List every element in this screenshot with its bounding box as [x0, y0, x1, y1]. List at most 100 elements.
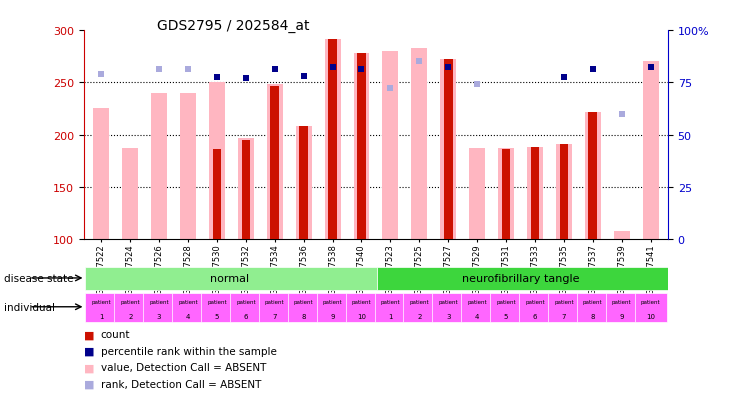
Text: 3: 3	[446, 313, 450, 319]
Bar	[440, 60, 456, 240]
Text: count: count	[101, 330, 130, 339]
Bar	[502, 150, 510, 240]
Text: ■: ■	[84, 379, 94, 389]
Bar	[238, 138, 254, 240]
Bar	[498, 149, 514, 240]
Bar	[577, 293, 609, 323]
Bar	[531, 148, 539, 240]
Text: patient: patient	[150, 299, 169, 304]
Text: patient: patient	[236, 299, 256, 304]
Text: 4: 4	[186, 313, 191, 319]
Text: patient: patient	[525, 299, 545, 304]
Text: patient: patient	[380, 299, 400, 304]
Bar	[230, 293, 262, 323]
Text: rank, Detection Call = ABSENT: rank, Detection Call = ABSENT	[101, 379, 261, 389]
Text: patient: patient	[439, 299, 458, 304]
Text: 10: 10	[357, 313, 366, 319]
Bar	[527, 148, 543, 240]
Bar	[432, 293, 464, 323]
Text: 1: 1	[99, 313, 104, 319]
Text: patient: patient	[352, 299, 372, 304]
Bar	[519, 293, 551, 323]
Text: patient: patient	[323, 299, 342, 304]
Bar	[296, 127, 312, 240]
Bar	[642, 62, 658, 240]
Bar	[266, 85, 283, 240]
Text: normal: normal	[210, 273, 250, 283]
Bar	[317, 293, 348, 323]
Bar	[357, 54, 366, 240]
Text: ■: ■	[84, 346, 94, 356]
Text: individual: individual	[4, 303, 55, 313]
Text: ■: ■	[84, 363, 94, 373]
Bar	[404, 293, 435, 323]
Text: patient: patient	[554, 299, 574, 304]
Bar	[242, 140, 250, 240]
Text: patient: patient	[496, 299, 516, 304]
Text: 6: 6	[533, 313, 537, 319]
Text: patient: patient	[410, 299, 429, 304]
Bar	[634, 293, 666, 323]
Bar	[353, 54, 369, 240]
Text: ■: ■	[84, 330, 94, 339]
Bar	[288, 293, 320, 323]
Text: patient: patient	[91, 299, 111, 304]
Bar	[209, 83, 225, 240]
Text: patient: patient	[207, 299, 227, 304]
Text: value, Detection Call = ABSENT: value, Detection Call = ABSENT	[101, 363, 266, 373]
Text: 7: 7	[561, 313, 566, 319]
Text: patient: patient	[612, 299, 631, 304]
Text: patient: patient	[583, 299, 602, 304]
Bar	[559, 145, 568, 240]
Bar	[151, 93, 167, 240]
Text: 5: 5	[504, 313, 508, 319]
Text: 4: 4	[475, 313, 480, 319]
Text: patient: patient	[178, 299, 198, 304]
Bar	[212, 150, 221, 240]
Bar	[383, 52, 399, 240]
Text: patient: patient	[265, 299, 285, 304]
Text: 8: 8	[301, 313, 306, 319]
Bar	[588, 112, 597, 240]
Bar	[328, 40, 337, 240]
Bar	[374, 293, 407, 323]
Bar	[299, 127, 308, 240]
Text: neurofibrillary tangle: neurofibrillary tangle	[462, 273, 579, 283]
Bar	[412, 49, 427, 240]
Bar	[172, 293, 204, 323]
Text: GDS2795 / 202584_at: GDS2795 / 202584_at	[158, 19, 310, 33]
Text: 10: 10	[646, 313, 655, 319]
Bar	[85, 293, 118, 323]
Bar	[585, 112, 601, 240]
Text: percentile rank within the sample: percentile rank within the sample	[101, 346, 277, 356]
Bar	[270, 87, 279, 240]
Bar	[556, 145, 572, 240]
Bar	[115, 293, 146, 323]
Text: 9: 9	[331, 313, 335, 319]
Text: 9: 9	[620, 313, 624, 319]
Bar	[122, 149, 138, 240]
Bar	[614, 231, 630, 240]
Text: 2: 2	[417, 313, 421, 319]
Bar	[143, 293, 175, 323]
Text: 7: 7	[272, 313, 277, 319]
Bar	[444, 60, 453, 240]
Bar	[201, 293, 233, 323]
Text: patient: patient	[641, 299, 661, 304]
Text: disease state: disease state	[4, 274, 73, 284]
Bar	[548, 293, 580, 323]
Text: 3: 3	[157, 313, 161, 319]
Bar	[606, 293, 637, 323]
Bar	[377, 268, 669, 290]
Bar	[325, 40, 340, 240]
Bar	[93, 109, 110, 240]
Text: patient: patient	[467, 299, 487, 304]
Text: 1: 1	[388, 313, 393, 319]
Text: patient: patient	[294, 299, 313, 304]
Text: 8: 8	[591, 313, 595, 319]
Bar	[85, 268, 377, 290]
Bar	[461, 293, 493, 323]
Text: 2: 2	[128, 313, 132, 319]
Text: 5: 5	[215, 313, 219, 319]
Text: patient: patient	[120, 299, 140, 304]
